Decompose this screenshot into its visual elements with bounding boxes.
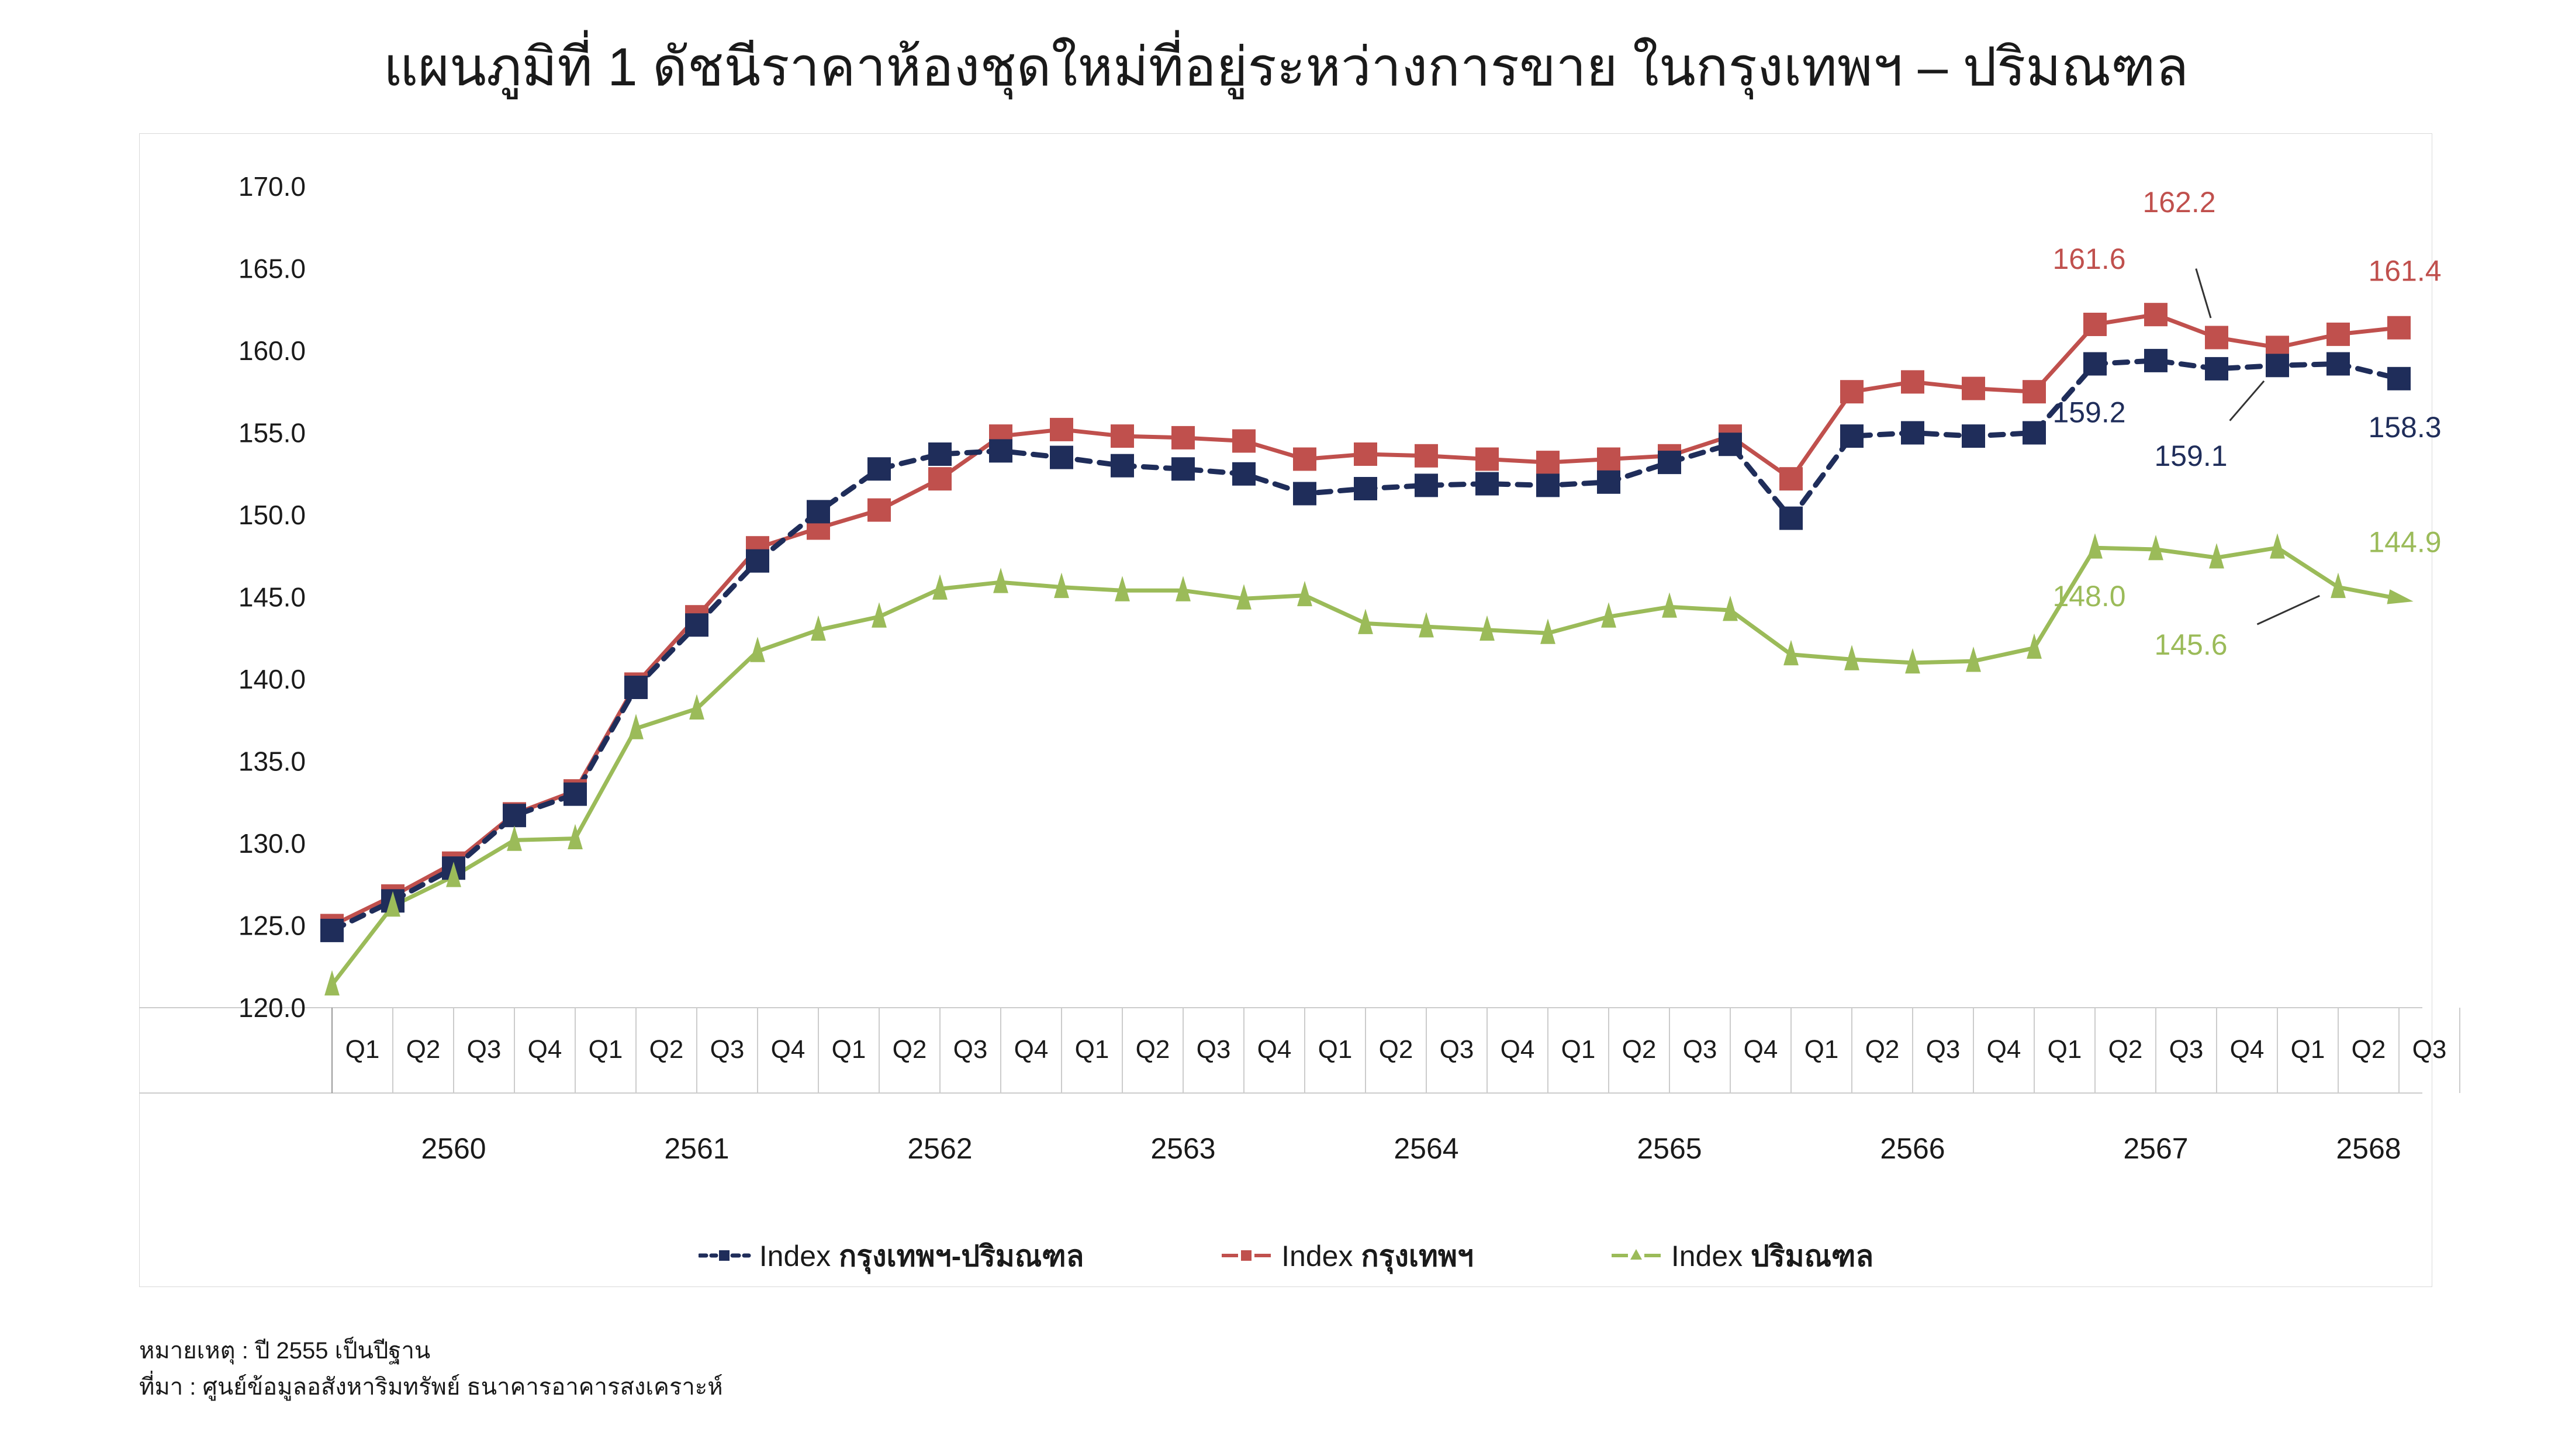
svg-text:Q3: Q3 — [710, 1035, 745, 1064]
svg-text:Q3: Q3 — [1683, 1035, 1717, 1064]
svg-text:162.2: 162.2 — [2142, 186, 2215, 219]
svg-text:150.0: 150.0 — [238, 500, 306, 530]
svg-text:130.0: 130.0 — [238, 828, 306, 859]
svg-text:Q3: Q3 — [1440, 1035, 1474, 1064]
svg-text:148.0: 148.0 — [2052, 580, 2125, 613]
svg-text:170.0: 170.0 — [238, 171, 306, 202]
svg-text:120.0: 120.0 — [238, 992, 306, 1023]
svg-text:2564: 2564 — [1394, 1132, 1458, 1165]
svg-text:161.6: 161.6 — [2052, 243, 2125, 275]
svg-text:Q2: Q2 — [2108, 1035, 2143, 1064]
svg-text:Q3: Q3 — [953, 1035, 988, 1064]
svg-text:158.3: 158.3 — [2368, 411, 2441, 444]
svg-text:2565: 2565 — [1637, 1132, 1702, 1165]
svg-text:Q3: Q3 — [2412, 1035, 2447, 1064]
svg-text:165.0: 165.0 — [238, 254, 306, 284]
svg-text:145.6: 145.6 — [2154, 628, 2227, 661]
svg-text:Q3: Q3 — [2169, 1035, 2204, 1064]
svg-text:159.2: 159.2 — [2052, 396, 2125, 429]
svg-text:Q1: Q1 — [832, 1035, 866, 1064]
svg-text:Q2: Q2 — [1136, 1035, 1170, 1064]
svg-text:Q4: Q4 — [528, 1035, 562, 1064]
svg-text:160.0: 160.0 — [238, 336, 306, 366]
svg-text:155.0: 155.0 — [238, 418, 306, 448]
svg-text:Q2: Q2 — [1865, 1035, 1900, 1064]
svg-text:Q4: Q4 — [1744, 1035, 1778, 1064]
svg-text:Q4: Q4 — [1014, 1035, 1049, 1064]
svg-text:2568: 2568 — [2336, 1132, 2401, 1165]
svg-text:Q1: Q1 — [589, 1035, 623, 1064]
svg-text:Q4: Q4 — [1987, 1035, 2021, 1064]
svg-text:2567: 2567 — [2123, 1132, 2188, 1165]
svg-text:Q1: Q1 — [1318, 1035, 1353, 1064]
svg-text:159.1: 159.1 — [2154, 440, 2227, 472]
svg-text:145.0: 145.0 — [238, 582, 306, 613]
svg-text:Q3: Q3 — [467, 1035, 502, 1064]
svg-text:Q2: Q2 — [649, 1035, 684, 1064]
svg-text:135.0: 135.0 — [238, 746, 306, 777]
svg-text:Q1: Q1 — [2291, 1035, 2325, 1064]
svg-text:2566: 2566 — [1880, 1132, 1945, 1165]
svg-text:140.0: 140.0 — [238, 664, 306, 694]
svg-text:2563: 2563 — [1150, 1132, 1215, 1165]
svg-text:Q2: Q2 — [1379, 1035, 1413, 1064]
svg-text:Q4: Q4 — [771, 1035, 806, 1064]
svg-text:Q1: Q1 — [2048, 1035, 2082, 1064]
svg-text:Q1: Q1 — [1804, 1035, 1839, 1064]
svg-text:Q2: Q2 — [2352, 1035, 2386, 1064]
svg-text:Q4: Q4 — [2230, 1035, 2265, 1064]
svg-text:2562: 2562 — [907, 1132, 972, 1165]
svg-text:Q2: Q2 — [406, 1035, 441, 1064]
svg-text:144.9: 144.9 — [2368, 525, 2441, 558]
svg-text:2560: 2560 — [421, 1132, 486, 1165]
svg-text:161.4: 161.4 — [2368, 255, 2441, 288]
svg-text:Q3: Q3 — [1197, 1035, 1231, 1064]
svg-text:Q1: Q1 — [1561, 1035, 1596, 1064]
svg-text:2561: 2561 — [664, 1132, 729, 1165]
svg-text:Q4: Q4 — [1501, 1035, 1535, 1064]
svg-text:Q2: Q2 — [1622, 1035, 1657, 1064]
svg-text:Q3: Q3 — [1926, 1035, 1961, 1064]
svg-text:Q4: Q4 — [1257, 1035, 1292, 1064]
svg-text:Q2: Q2 — [893, 1035, 927, 1064]
svg-text:Q1: Q1 — [1075, 1035, 1109, 1064]
svg-text:Q1: Q1 — [345, 1035, 380, 1064]
svg-text:125.0: 125.0 — [238, 911, 306, 941]
